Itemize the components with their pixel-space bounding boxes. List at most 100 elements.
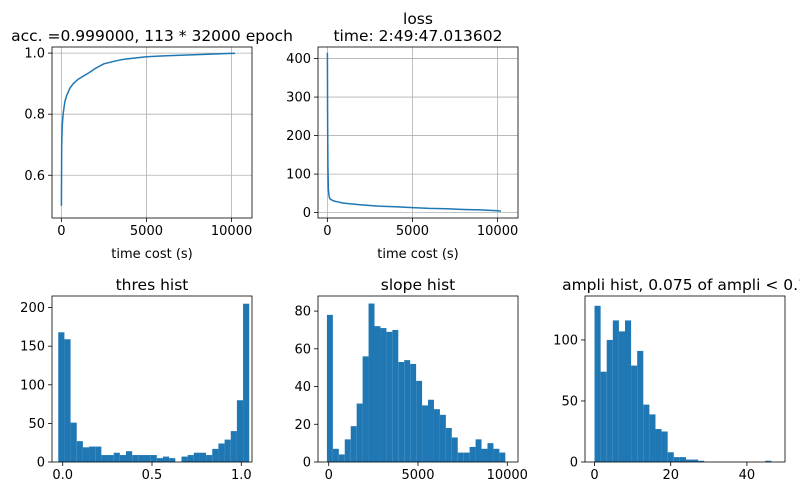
x-tick-label: 0 <box>57 224 65 239</box>
y-tick-label: 100 <box>553 333 578 348</box>
bar <box>162 456 170 462</box>
bar <box>649 414 656 462</box>
bar <box>212 448 219 462</box>
x-tick-label: 5000 <box>396 224 429 239</box>
bar <box>326 314 333 462</box>
series-line <box>326 52 502 212</box>
bar <box>410 363 417 462</box>
bar <box>606 339 613 462</box>
axes-frame <box>51 46 253 219</box>
bar <box>218 443 225 462</box>
bar <box>698 460 705 462</box>
bar <box>199 452 207 462</box>
bar <box>469 446 476 462</box>
bar <box>332 448 339 462</box>
bar <box>600 371 607 462</box>
bar <box>481 448 488 462</box>
y-tick-label: 50 <box>28 417 45 432</box>
y-tick-label: 0 <box>37 456 45 471</box>
x-axis-label: time cost (s) <box>111 247 193 262</box>
bar <box>386 331 393 462</box>
bar <box>643 404 650 462</box>
subplot-title-line: thres hist <box>116 276 189 294</box>
y-tick-label: 0.8 <box>24 108 45 123</box>
bar <box>457 452 464 462</box>
bar <box>119 455 127 462</box>
subplot-title: loss time: 2:49:47.013602 <box>333 10 502 45</box>
bar <box>594 305 601 462</box>
bar <box>692 459 699 462</box>
subplot-title: acc. =0.999000, 113 * 32000 epoch <box>11 27 293 45</box>
bar <box>138 455 145 462</box>
bar <box>144 455 151 462</box>
bar <box>625 320 632 462</box>
subplot-1: 0 5000 10000 0.6 0.8 1.0 time cost (s) acc. =0.… <box>11 27 293 262</box>
subplot-4: 0 5000 10000 0 20 40 60 80 slope hist <box>294 276 528 483</box>
bar <box>236 400 244 462</box>
bar <box>126 451 133 462</box>
bar <box>350 426 357 462</box>
bar <box>187 455 194 462</box>
subplot-2: 0 5000 10000 0 100 200 300 400 time cost (s) loss… <box>286 10 519 262</box>
bar <box>685 459 693 462</box>
y-tick-label: 80 <box>294 305 311 320</box>
x-tick-label: 10000 <box>211 224 252 239</box>
bar <box>416 380 423 462</box>
bar <box>344 439 351 462</box>
bar <box>475 439 482 462</box>
bar <box>451 437 458 462</box>
y-tick-label: 60 <box>294 342 311 357</box>
x-tick-label: 0 <box>325 468 333 483</box>
bar <box>631 365 638 462</box>
subplot-title-line: ampli hist, 0.075 of ampli < 0.1 <box>562 276 800 294</box>
bar <box>679 457 686 462</box>
bar <box>89 446 96 462</box>
subplot-title-line: loss <box>403 10 433 28</box>
bar <box>673 457 680 462</box>
bar <box>58 332 65 462</box>
x-axis-label: time cost (s) <box>377 247 459 262</box>
y-tick-label: 200 <box>286 129 311 144</box>
bar <box>76 441 83 462</box>
x-tick-label: 5000 <box>130 224 163 239</box>
bar <box>362 356 369 462</box>
bar <box>193 452 200 462</box>
bar <box>150 455 157 462</box>
y-tick-label: 0 <box>303 206 311 221</box>
bar <box>113 452 120 462</box>
bar <box>445 428 452 462</box>
bar <box>181 456 188 462</box>
y-tick-label: 0.6 <box>24 169 45 184</box>
subplot-3: 0.0 0.5 1.0 0 50 100 150 200 thres hist <box>20 276 253 483</box>
bar <box>230 431 237 462</box>
y-tick-label: 50 <box>561 394 578 409</box>
bar <box>422 405 429 462</box>
bar <box>398 362 405 462</box>
bar <box>82 447 90 462</box>
bar <box>132 455 139 462</box>
subplot-title: thres hist <box>116 276 189 294</box>
bar <box>463 452 470 462</box>
axes-frame <box>317 46 519 219</box>
y-tick-label: 400 <box>286 52 311 67</box>
y-tick-label: 150 <box>20 340 45 355</box>
bar <box>637 350 644 462</box>
axes-frame <box>51 295 253 463</box>
bar <box>667 452 674 462</box>
bar <box>493 448 500 462</box>
bar <box>380 328 387 462</box>
bar <box>392 329 399 462</box>
subplot-5: 0 20 40 0 50 100 ampli hist, 0.075 of ampli < … <box>553 276 800 483</box>
bar <box>156 458 163 462</box>
bar <box>243 303 250 462</box>
x-tick-label: 0 <box>323 224 331 239</box>
y-tick-label: 1.0 <box>24 47 45 62</box>
y-tick-label: 40 <box>294 380 311 395</box>
bar <box>428 399 434 462</box>
bar <box>433 409 440 462</box>
subplot-title-line: slope hist <box>381 276 455 294</box>
x-tick-label: 0.0 <box>52 468 73 483</box>
bar <box>101 455 108 462</box>
y-tick-label: 100 <box>20 378 45 393</box>
